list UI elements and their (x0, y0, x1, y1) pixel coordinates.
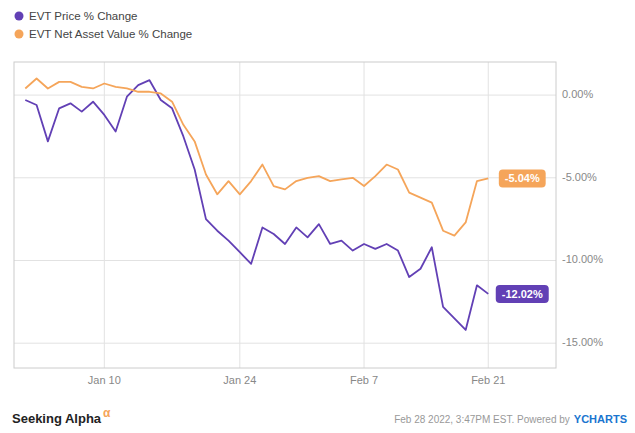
x-tick-label: Jan 10 (88, 374, 121, 386)
end-label: -5.04% (499, 169, 546, 187)
footer-note: Feb 28 2022, 3:47PM EST. Powered by (394, 414, 570, 425)
chart: 0.00% -5.00% -10.00% -15.00% Jan 10 Jan 24 Feb… (0, 0, 635, 433)
end-label-box (499, 169, 546, 187)
grid-line-x (239, 62, 240, 368)
footer-right: Feb 28 2022, 3:47PM EST. Powered by YCHAR… (394, 413, 627, 425)
legend-label: EVT Net Asset Value % Change (29, 28, 192, 40)
footer-brand-right: YCHARTS (574, 413, 627, 425)
legend-marker (15, 12, 24, 21)
series-line (25, 80, 488, 330)
legend: EVT Price % Change EVT Net Asset Value % … (15, 10, 193, 40)
end-label-text: -12.02% (502, 288, 543, 300)
grid-line-x (104, 62, 105, 368)
grid-line-x (364, 62, 365, 368)
grid-line-y (14, 260, 556, 261)
grid-line-y (14, 95, 556, 96)
footer-mark: α (103, 406, 111, 420)
legend-label: EVT Price % Change (29, 10, 137, 22)
grid (14, 62, 556, 368)
y-tick-label: -5.00% (562, 171, 597, 183)
y-tick-label: -15.00% (562, 336, 603, 348)
grid-line-y (14, 177, 556, 178)
x-tick-label: Jan 24 (223, 374, 256, 386)
footer-brand: Seeking Alpha (12, 411, 102, 426)
y-tick-label: 0.00% (562, 88, 593, 100)
grid-line-x (488, 62, 489, 368)
end-label-text: -5.04% (505, 172, 540, 184)
y-tick-label: -10.00% (562, 253, 603, 265)
footer-left: Seeking Alphaα (12, 406, 111, 426)
lines (25, 79, 488, 330)
end-label-box (496, 285, 549, 303)
x-tick-label: Feb 21 (471, 374, 505, 386)
plot-frame (14, 62, 556, 368)
grid-line-y (14, 343, 556, 344)
series-line (25, 79, 488, 236)
legend-marker (15, 30, 24, 39)
x-tick-label: Feb 7 (350, 374, 378, 386)
end-label: -12.02% (496, 285, 549, 303)
